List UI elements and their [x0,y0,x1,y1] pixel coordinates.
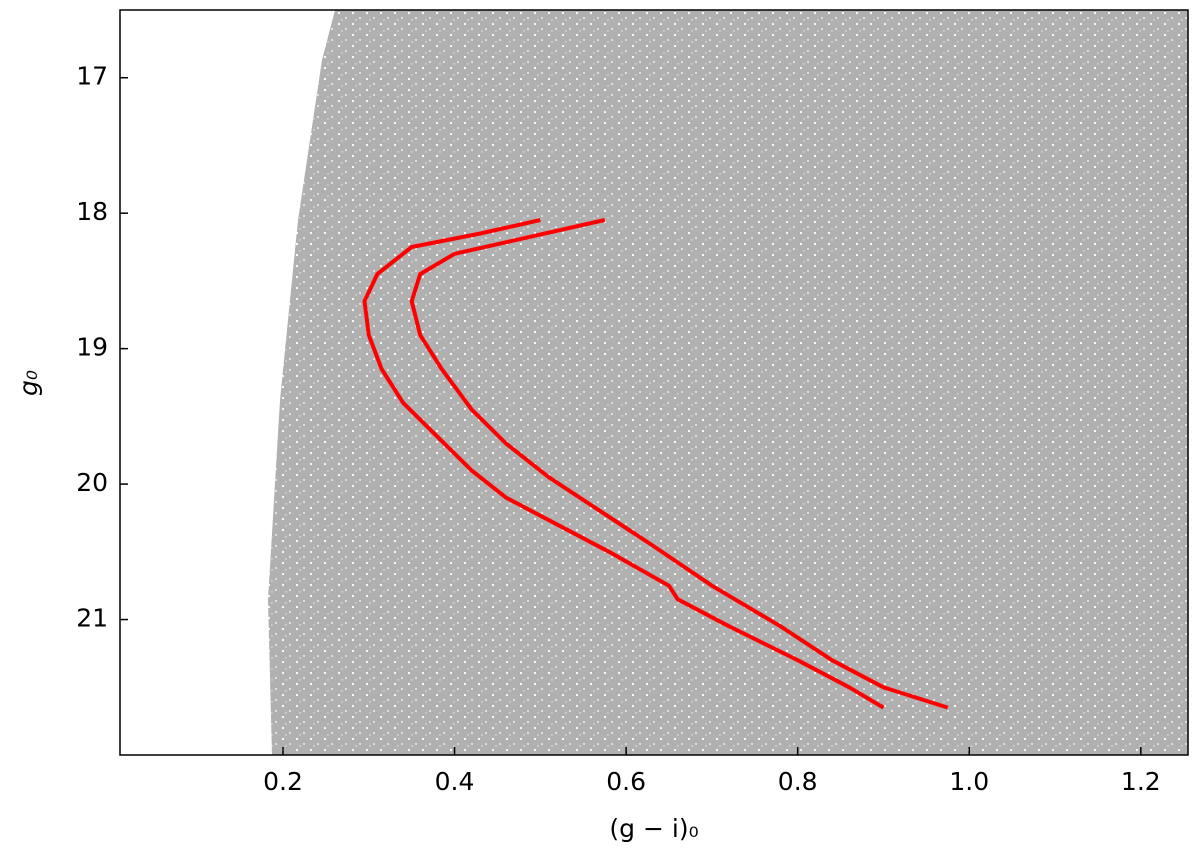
isochrone-line [362,218,885,710]
y-tick-label: 20 [76,468,108,497]
x-tick-label: 0.6 [606,767,646,796]
x-axis-label: (g − i)₀ [609,814,698,843]
y-tick-label: 18 [76,197,108,226]
plot-frame [119,9,1189,756]
x-tick-label: 1.0 [949,767,989,796]
y-tick-label: 21 [76,604,108,633]
x-tick-label: 0.4 [435,767,475,796]
x-tick-label: 0.8 [778,767,818,796]
x-tick-label: 0.2 [263,767,303,796]
y-axis-label: g₀ [14,370,43,396]
y-tick-label: 17 [76,62,108,91]
star-density-cloud [268,10,1188,755]
x-tick-label: 1.2 [1121,767,1161,796]
y-tick-label: 19 [76,333,108,362]
isochrone-line [409,218,949,710]
